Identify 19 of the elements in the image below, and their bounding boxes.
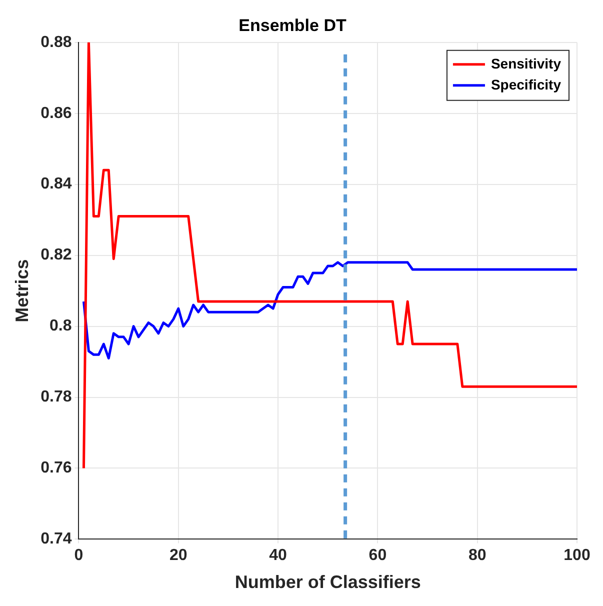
chart-title: Ensemble DT xyxy=(238,16,347,35)
x-tick-label: 0 xyxy=(74,547,84,564)
x-tick-label: 80 xyxy=(468,547,486,564)
x-axis-title: Number of Classifiers xyxy=(234,572,421,592)
y-tick-label: 0.74 xyxy=(40,530,72,548)
y-tick-label: 0.8 xyxy=(49,318,72,335)
legend-label: Specificity xyxy=(490,76,562,92)
y-axis-title: Metrics xyxy=(12,259,32,322)
y-tick-label: 0.76 xyxy=(40,460,72,477)
x-tick-label: 100 xyxy=(564,547,590,564)
legend-label: Sensitivity xyxy=(490,55,562,72)
y-tick-label: 0.86 xyxy=(40,104,72,122)
y-tick-label: 0.88 xyxy=(40,34,72,51)
x-tick-label: 60 xyxy=(368,547,387,564)
y-tick-label: 0.84 xyxy=(40,176,72,193)
x-tick-label: 20 xyxy=(169,547,188,564)
y-tick-label: 0.78 xyxy=(40,388,72,406)
y-tick-label: 0.82 xyxy=(40,246,72,264)
x-tick-label: 40 xyxy=(269,547,288,564)
